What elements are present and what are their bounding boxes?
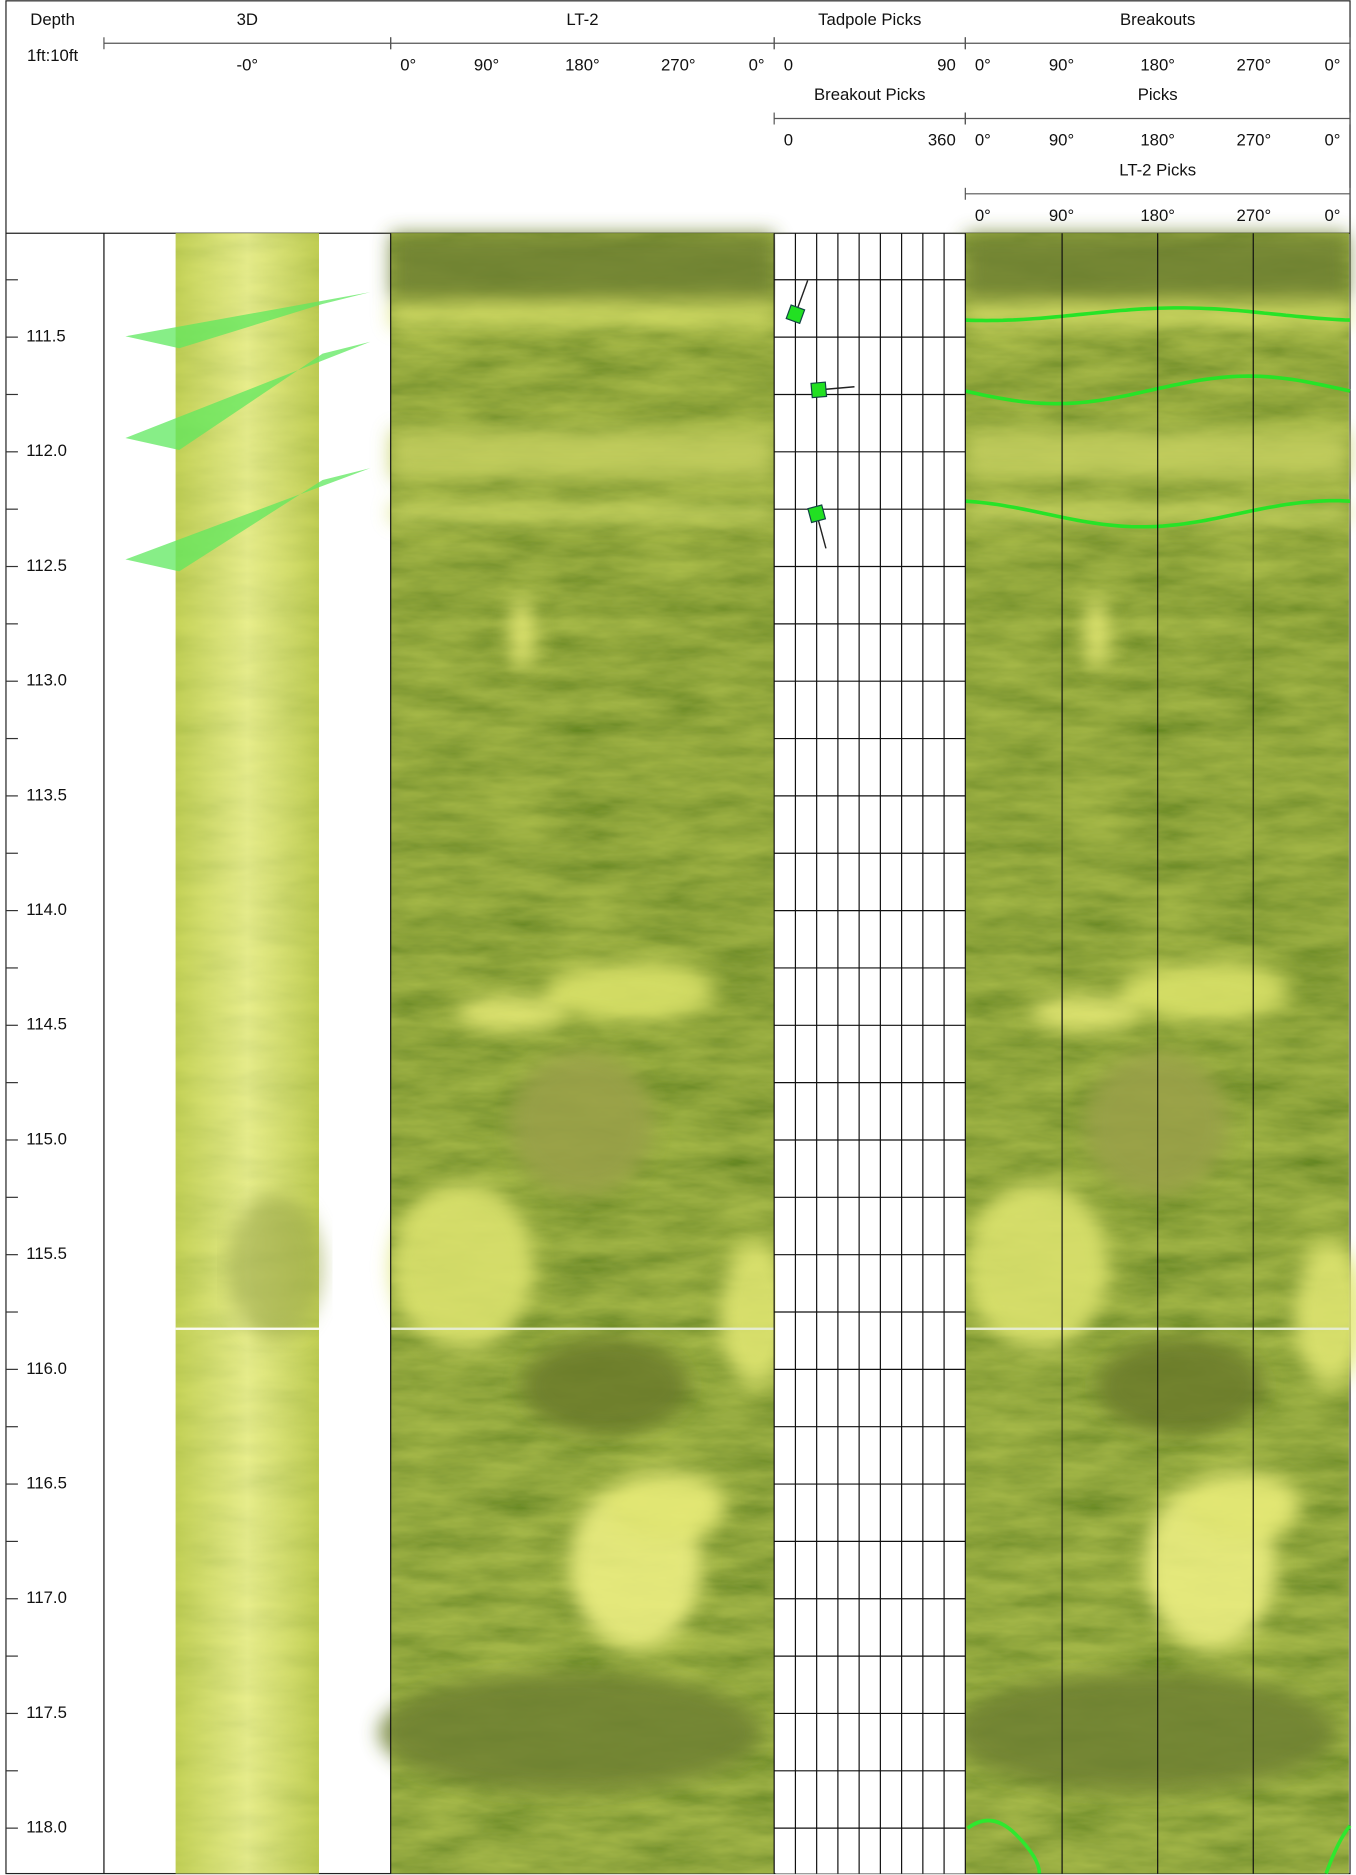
tadpole — [785, 304, 806, 325]
pick-plane-3d — [125, 292, 371, 349]
partial-pick — [966, 1818, 1352, 1875]
scale-label: 180° — [1140, 131, 1175, 150]
depth-label: 113.0 — [26, 671, 67, 690]
scale-label: 0° — [749, 55, 765, 74]
scale-label: 270° — [1237, 206, 1272, 225]
depth-label: 117.5 — [26, 1703, 67, 1722]
scale-label: 0° — [975, 131, 991, 150]
scale-label: 180° — [1140, 206, 1175, 225]
depth-label: 118.0 — [26, 1818, 67, 1837]
scale-label: 0° — [975, 55, 991, 74]
scale-label: 90° — [1049, 131, 1074, 150]
scale-label: 0 — [784, 131, 793, 150]
tadpole — [810, 381, 828, 399]
tadpole — [807, 504, 827, 524]
track-title: LT-2 Picks — [1119, 161, 1196, 180]
scale-label: 90 — [937, 55, 956, 74]
depth-label: 113.5 — [26, 785, 67, 804]
scale-label: 360 — [928, 131, 956, 150]
depth-label: 111.5 — [26, 327, 65, 346]
pick-plane-3d — [125, 468, 371, 572]
scale-label: 270° — [1237, 55, 1272, 74]
scale-label: -0° — [237, 55, 259, 74]
scale-label: 0° — [400, 55, 416, 74]
scale-label: 0° — [975, 206, 991, 225]
depth-label: 117.0 — [26, 1588, 67, 1607]
depth-title: Depth — [30, 10, 75, 29]
scale-label: 270° — [661, 55, 696, 74]
track-title: LT-2 — [566, 10, 598, 29]
image-breakouts — [953, 233, 1356, 1873]
scale-label: 90° — [1049, 206, 1074, 225]
depth-label: 115.0 — [26, 1129, 67, 1148]
scale-label: 0° — [1324, 206, 1340, 225]
track-title: Tadpole Picks — [818, 10, 921, 29]
track-dividers — [103, 233, 1254, 1874]
scale-label: 180° — [1140, 55, 1175, 74]
frame — [5, 0, 1351, 1875]
scale-label: 0° — [1324, 131, 1340, 150]
scale-label: 90° — [1049, 55, 1074, 74]
scale-label: 0 — [784, 55, 793, 74]
tadpole-grid-bg — [775, 234, 966, 1874]
scale-label: 0° — [1324, 55, 1340, 74]
depth-label: 115.5 — [26, 1244, 67, 1263]
depth-label: 114.0 — [26, 900, 67, 919]
depth-label: 112.5 — [26, 556, 67, 575]
depth-scale: 1ft:10ft — [27, 46, 78, 65]
depth-label: 116.5 — [26, 1473, 67, 1492]
scale-label: 270° — [1237, 131, 1272, 150]
track-title: Picks — [1138, 85, 1178, 104]
scale-label: 90° — [474, 55, 499, 74]
image-lt2 — [379, 233, 791, 1873]
pick-plane-3d — [125, 341, 371, 450]
depth-label: 112.0 — [26, 441, 67, 460]
depth-label: 116.0 — [26, 1359, 67, 1378]
track-title: Breakout Picks — [814, 85, 926, 104]
depth-label: 114.5 — [26, 1015, 67, 1034]
track-title: 3D — [237, 10, 258, 29]
track-title: Breakouts — [1120, 10, 1195, 29]
image-3d — [175, 233, 323, 1874]
scale-label: 180° — [565, 55, 600, 74]
